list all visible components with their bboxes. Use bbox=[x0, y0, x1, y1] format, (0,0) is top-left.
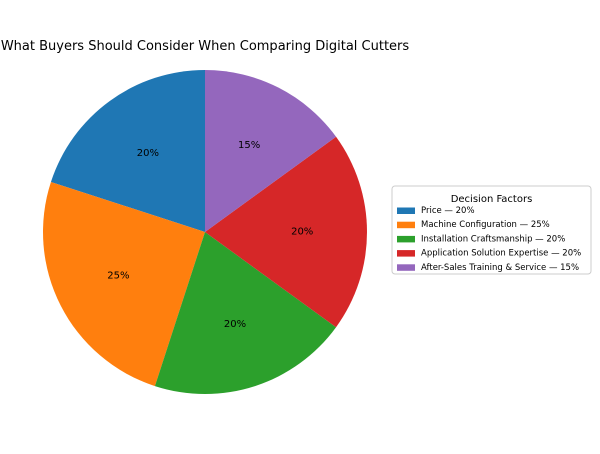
pie-slices bbox=[43, 70, 367, 394]
chart-title: What Buyers Should Consider When Compari… bbox=[1, 39, 410, 54]
legend-label-machine-configuration: Machine Configuration — 25% bbox=[421, 220, 550, 230]
pie-slice-machine-configuration bbox=[43, 181, 205, 387]
legend-swatch-application-solution-expertise bbox=[397, 250, 415, 257]
legend-label-after-sales-training-service: After-Sales Training & Service — 15% bbox=[421, 263, 579, 273]
legend-frame bbox=[391, 185, 592, 275]
slice-label-machine-configuration: 25% bbox=[107, 271, 129, 282]
legend-label-price: Price — 20% bbox=[421, 206, 475, 216]
legend-swatch-machine-configuration bbox=[397, 221, 415, 229]
pie-slice-application-solution-expertise bbox=[205, 136, 367, 328]
pie-slice-price bbox=[50, 70, 206, 232]
legend-label-installation-craftsmanship: Installation Craftsmanship — 20% bbox=[421, 234, 565, 244]
slice-label-price: 20% bbox=[137, 148, 159, 159]
legend: Decision Factors Price — 20% Machine Conf… bbox=[391, 185, 592, 275]
slice-label-application-solution-expertise: 20% bbox=[291, 227, 313, 238]
legend-items: Price — 20% Machine Configuration — 25% In… bbox=[397, 206, 581, 273]
legend-swatch-installation-craftsmanship bbox=[397, 235, 415, 243]
legend-swatch-after-sales-training-service bbox=[397, 264, 415, 271]
pie-slice-installation-craftsmanship bbox=[154, 232, 337, 394]
legend-label-application-solution-expertise: Application Solution Expertise — 20% bbox=[421, 249, 581, 259]
slice-label-installation-craftsmanship: 20% bbox=[224, 319, 246, 330]
pie-slice-labels: 20% 25% 20% 20% 15% bbox=[107, 140, 313, 330]
slice-label-after-sales-training-service: 15% bbox=[238, 140, 260, 151]
pie-slice-after-sales-training-service bbox=[205, 70, 337, 232]
legend-swatch-price bbox=[397, 207, 415, 214]
legend-title: Decision Factors bbox=[451, 194, 533, 205]
